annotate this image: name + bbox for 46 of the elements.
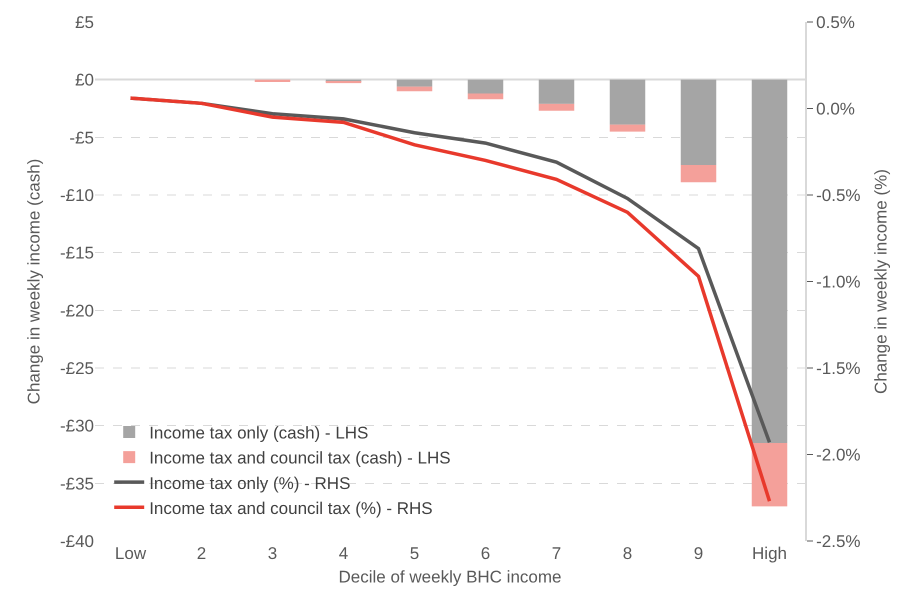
- y2-tick-label: 0.0%: [816, 99, 855, 118]
- bar: [610, 124, 646, 132]
- bar: [610, 80, 646, 125]
- y-tick-label: -£5: [69, 128, 94, 148]
- legend-label: Income tax and council tax (cash) - LHS: [149, 448, 451, 468]
- x-axis-title: Decile of weekly BHC income: [338, 567, 562, 586]
- y-tick-label: -£15: [60, 244, 94, 263]
- y-axis-title: Change in weekly income (cash): [24, 158, 44, 404]
- y-tick-label: -£20: [60, 301, 94, 320]
- x-tick-label: 5: [410, 544, 420, 563]
- x-tick-label: 8: [622, 544, 632, 563]
- bar: [752, 80, 788, 443]
- y-tick-label: £5: [75, 12, 94, 32]
- y-tick-label: £0: [75, 70, 94, 90]
- x-tick-label: 3: [268, 544, 278, 563]
- y2-tick-label: -2.0%: [816, 445, 861, 464]
- bar: [396, 80, 432, 87]
- y2-tick-label: -1.5%: [816, 358, 861, 378]
- x-tick-label: 6: [480, 544, 490, 563]
- bar: [396, 86, 432, 92]
- legend-label: Income tax and council tax (%) - RHS: [149, 498, 433, 518]
- bar: [752, 442, 788, 506]
- y2-tick-label: -1.0%: [816, 272, 861, 292]
- legend-label: Income tax only (cash) - LHS: [149, 424, 368, 443]
- x-tick-label: 4: [338, 544, 348, 563]
- y2-tick-label: -2.5%: [816, 532, 861, 551]
- y-tick-label: -£30: [60, 416, 94, 436]
- bar: [468, 94, 504, 100]
- legend-label: Income tax only (%) - RHS: [149, 474, 350, 493]
- y-tick-label: -£10: [60, 186, 94, 205]
- y2-tick-label: -0.5%: [816, 186, 861, 205]
- bar: [468, 80, 504, 94]
- y2-axis-title: Change in weekly income (%): [871, 169, 890, 394]
- bar: [538, 80, 574, 104]
- y-tick-label: -£40: [60, 532, 94, 551]
- bar: [538, 104, 574, 111]
- y2-tick-label: 0.5%: [816, 12, 855, 32]
- bar: [680, 80, 716, 166]
- bar: [680, 165, 716, 182]
- y-tick-label: -£25: [60, 358, 94, 378]
- y-tick-label: -£35: [60, 474, 94, 494]
- x-tick-label: 2: [196, 544, 206, 563]
- x-tick-label: 9: [694, 544, 704, 563]
- x-tick-label: Low: [114, 544, 147, 563]
- x-tick-label: 7: [552, 544, 562, 563]
- x-tick-label: High: [752, 544, 787, 563]
